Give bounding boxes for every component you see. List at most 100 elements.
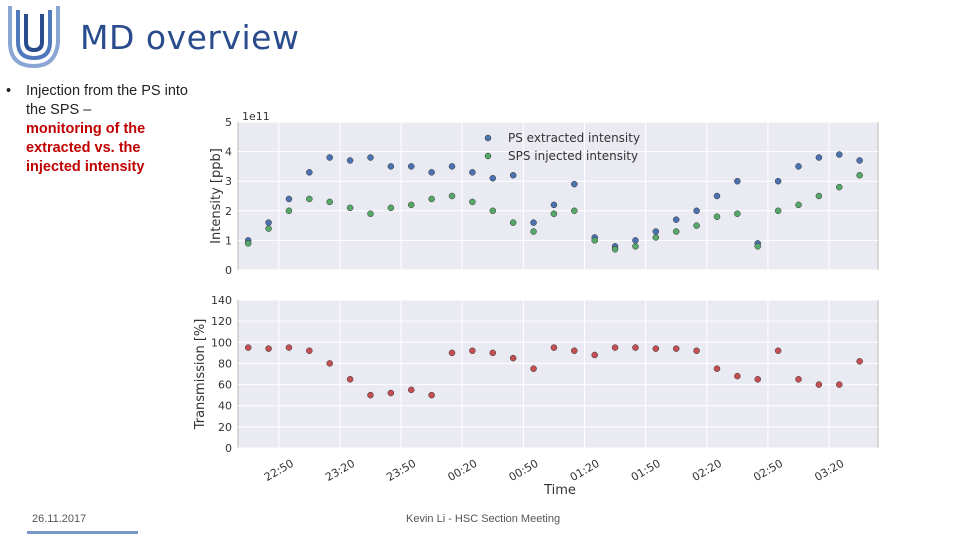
transmission-point	[754, 376, 761, 383]
transmission-point	[387, 389, 395, 397]
ps-intensity-point	[367, 154, 374, 161]
footer-date: 26.11.2017	[32, 513, 87, 525]
time-xtick: 22:50	[262, 457, 296, 484]
ps-intensity-point	[856, 157, 863, 164]
sps-intensity-point	[836, 183, 843, 191]
transmission-ytick: 20	[218, 421, 232, 434]
ps-intensity-point	[774, 177, 782, 185]
transmission-point	[815, 381, 823, 388]
transmission-point	[306, 347, 313, 354]
transmission-point	[265, 345, 272, 352]
sps-intensity-point	[367, 210, 374, 218]
transmission-ytick: 140	[211, 294, 232, 307]
ps-intensity-point	[326, 154, 333, 161]
sps-intensity-point	[265, 225, 272, 232]
time-xlabel: Time	[543, 483, 576, 498]
ps-intensity-point	[448, 163, 456, 170]
ps-intensity-point	[530, 219, 537, 226]
intensity-ytick: 3	[225, 175, 232, 188]
transmission-ytick: 80	[218, 357, 232, 370]
legend-ps-marker	[484, 134, 492, 142]
sps-intensity-point	[632, 243, 639, 250]
sps-intensity-point	[734, 210, 741, 218]
ps-intensity-point	[469, 169, 476, 176]
time-xtick: 00:20	[445, 457, 479, 484]
ps-intensity-point	[815, 154, 823, 161]
transmission-point	[774, 347, 782, 354]
ps-intensity-point	[428, 169, 435, 176]
intensity-ytick: 1	[225, 234, 232, 247]
transmission-point	[571, 347, 578, 354]
sps-intensity-point	[285, 207, 293, 215]
intensity-ytick: 5	[225, 116, 232, 129]
time-xtick: 03:20	[812, 457, 846, 484]
transmission-point	[713, 365, 721, 372]
transmission-point	[836, 381, 843, 388]
sps-intensity-point	[448, 192, 456, 200]
ps-intensity-point	[285, 195, 293, 203]
footer-divider	[27, 531, 138, 534]
time-xtick: 00:50	[507, 457, 541, 484]
sps-intensity-point	[672, 228, 680, 235]
ps-intensity-point	[632, 237, 639, 244]
transmission-ytick: 0	[225, 442, 232, 455]
ps-intensity-point	[407, 163, 415, 170]
ps-intensity-point	[713, 192, 721, 200]
footer-presenter: Kevin Li - HSC Section Meeting	[406, 513, 561, 525]
transmission-point	[652, 345, 660, 352]
transmission-point	[326, 360, 333, 367]
ps-intensity-point	[836, 151, 843, 158]
time-xtick: 02:50	[751, 457, 785, 484]
bullet-text: Injection from the PS into the SPS –	[26, 83, 188, 118]
sps-intensity-point	[713, 213, 721, 220]
sps-intensity-point	[306, 195, 313, 203]
sps-intensity-point	[428, 195, 435, 203]
sps-intensity-point	[469, 198, 476, 206]
intensity-transmission-chart: 0 1 2 3 4 5 1e11 Intensity [ppb] PS extracted…	[193, 110, 879, 498]
ps-intensity-point	[795, 163, 802, 170]
transmission-point	[285, 344, 293, 351]
sps-intensity-point	[611, 246, 619, 253]
transmission-point	[693, 347, 700, 354]
legend-sps-label: SPS injected intensity	[508, 149, 638, 163]
transmission-point	[469, 347, 476, 354]
ps-intensity-point	[265, 219, 272, 226]
sps-intensity-point	[795, 201, 802, 209]
transmission-ytick: 40	[218, 400, 232, 413]
transmission-ytick: 60	[218, 379, 232, 392]
ps-intensity-point	[550, 201, 558, 209]
sps-intensity-point	[856, 172, 863, 179]
transmission-point	[591, 351, 598, 359]
ps-intensity-point	[306, 169, 313, 176]
transmission-point	[407, 386, 415, 394]
transmission-point	[367, 391, 374, 399]
ps-intensity-point	[672, 216, 680, 223]
sps-intensity-point	[571, 207, 578, 215]
time-xtick: 02:20	[690, 457, 724, 484]
university-logo	[8, 6, 60, 69]
transmission-point	[509, 354, 517, 362]
ps-intensity-point	[387, 163, 395, 170]
ps-intensity-point	[489, 174, 497, 182]
ps-intensity-point	[734, 177, 741, 185]
transmission-point	[795, 376, 802, 383]
sps-intensity-point	[244, 240, 252, 247]
intensity-panel: 0 1 2 3 4 5 1e11 Intensity [ppb] PS extracted…	[209, 110, 879, 277]
sps-intensity-point	[489, 207, 497, 215]
ps-intensity-point	[509, 172, 517, 179]
transmission-ylabel: Transmission [%]	[193, 319, 208, 431]
time-xtick: 23:20	[323, 457, 357, 484]
ps-intensity-point	[571, 180, 578, 188]
sps-intensity-point	[774, 207, 782, 215]
sps-intensity-point	[652, 234, 660, 241]
intensity-ytick: 2	[225, 205, 232, 218]
sps-intensity-point	[815, 192, 823, 200]
intensity-legend: PS extracted intensity SPS injected inte…	[484, 131, 640, 163]
transmission-point	[672, 345, 680, 352]
transmission-point	[734, 372, 741, 380]
transmission-ytick: 120	[211, 315, 232, 328]
sps-intensity-point	[530, 228, 537, 235]
time-xtick: 01:50	[629, 457, 663, 484]
sps-intensity-point	[407, 201, 415, 209]
transmission-point	[611, 344, 619, 351]
